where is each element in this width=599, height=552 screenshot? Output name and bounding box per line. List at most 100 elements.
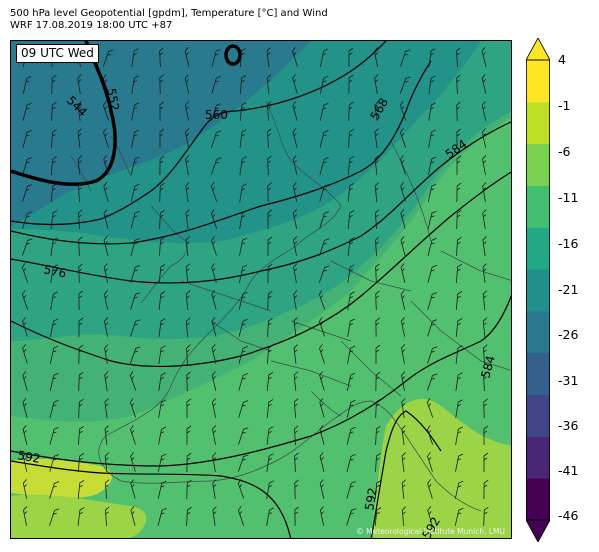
- wind-barb: [375, 371, 381, 392]
- wind-barb: [186, 452, 192, 473]
- colorbar-bands: [526, 38, 550, 542]
- wind-barb: [103, 128, 109, 148]
- map-canvas: 544 552 560 568 576 584 584 592 592 592: [11, 41, 511, 538]
- contour-552-bold: [11, 41, 117, 187]
- wind-barb: [483, 452, 489, 472]
- wind-barb: [319, 238, 330, 256]
- wind-barb: [319, 157, 329, 175]
- wind-barbs: [21, 47, 489, 527]
- wind-barb: [185, 263, 191, 283]
- wind-barb: [319, 75, 329, 94]
- warm-patch-iberia: [11, 494, 147, 538]
- wind-barb: [320, 48, 329, 67]
- wind-barb: [294, 506, 300, 527]
- wind-barb: [293, 290, 298, 310]
- wind-barb: [456, 128, 462, 149]
- wind-barb: [293, 344, 298, 364]
- colorbar-tick-label: -16: [558, 236, 579, 251]
- wind-barb: [483, 344, 488, 365]
- wind-barb: [375, 425, 381, 446]
- wind-barb: [49, 427, 59, 445]
- wind-barb: [78, 317, 84, 337]
- colorbar-tick-label: -31: [558, 373, 579, 388]
- wind-barb: [185, 182, 190, 202]
- wind-barb: [482, 182, 487, 202]
- wind-barb: [130, 183, 140, 202]
- wind-barb: [212, 479, 217, 499]
- wind-barb: [130, 156, 140, 175]
- wind-barb: [186, 371, 191, 392]
- wind-barb: [266, 74, 272, 94]
- wind-barb: [103, 236, 109, 256]
- wind-barb: [131, 75, 139, 94]
- closed-low-contour: [224, 44, 242, 66]
- wind-barb: [239, 129, 247, 148]
- wind-barb: [104, 425, 109, 445]
- wind-barb: [400, 49, 411, 67]
- wind-barb: [399, 101, 407, 121]
- wind-barb: [102, 74, 110, 94]
- wind-barb: [399, 128, 406, 148]
- colorbar-band: [526, 60, 550, 103]
- wind-barb: [184, 74, 190, 94]
- wind-barb: [348, 128, 354, 149]
- wind-barb: [104, 479, 110, 500]
- wind-barb: [212, 506, 217, 526]
- wind-barb: [78, 263, 83, 284]
- colorbar-tick-label: -11: [558, 190, 579, 205]
- wind-barb: [186, 506, 192, 527]
- wind-barb: [374, 74, 379, 94]
- wind-barb: [374, 101, 379, 121]
- wind-barb: [319, 398, 325, 418]
- wind-barb: [482, 155, 487, 175]
- wind-barb: [374, 209, 380, 230]
- wind-barb: [347, 210, 355, 229]
- wind-barb: [49, 481, 60, 499]
- wind-barb: [401, 344, 406, 364]
- wind-barb: [400, 317, 406, 337]
- wind-barb: [400, 263, 406, 283]
- wind-barb: [22, 130, 32, 148]
- wind-barb: [346, 399, 356, 418]
- wind-barb: [50, 291, 59, 310]
- wind-barb: [22, 425, 28, 445]
- wind-barb: [159, 209, 165, 230]
- wind-barb: [456, 182, 462, 203]
- wind-barb: [78, 371, 84, 392]
- wind-barb: [186, 425, 192, 445]
- wind-barb: [375, 263, 380, 284]
- wind-barb: [49, 345, 59, 364]
- coastlines: [70, 100, 511, 512]
- colorbar-extend-min: [526, 519, 550, 542]
- wind-barb: [50, 210, 58, 229]
- wind-barb: [159, 101, 165, 122]
- wind-barb: [104, 317, 109, 337]
- wind-barb: [77, 101, 82, 121]
- wind-barb: [319, 102, 329, 121]
- wind-barb: [400, 236, 406, 256]
- wind-barb: [348, 155, 354, 176]
- wind-barb: [237, 479, 245, 499]
- wind-barb: [22, 317, 28, 337]
- wind-barb: [77, 128, 82, 148]
- wind-barb: [77, 480, 85, 499]
- wind-barb: [104, 452, 110, 472]
- wind-barb: [77, 155, 83, 175]
- wind-barb: [184, 101, 190, 121]
- colorbar-tick-label: -1: [558, 98, 571, 113]
- wind-barb: [455, 372, 463, 391]
- wind-barb: [130, 265, 141, 283]
- wind-barb: [266, 47, 271, 67]
- wind-barb: [292, 182, 298, 202]
- wind-barb: [454, 507, 464, 526]
- wind-barb: [239, 75, 247, 95]
- colorbar-tick-label: 4: [558, 52, 566, 67]
- contour-592-east: [370, 410, 442, 538]
- contour-label-592-w: 592: [16, 448, 41, 466]
- wind-barb: [239, 183, 247, 202]
- contour-label-552: 552: [104, 87, 122, 112]
- colorbar-band: [526, 143, 550, 186]
- geopotential-contours: [11, 41, 511, 538]
- wind-barb: [293, 371, 299, 391]
- wind-barb: [483, 506, 489, 527]
